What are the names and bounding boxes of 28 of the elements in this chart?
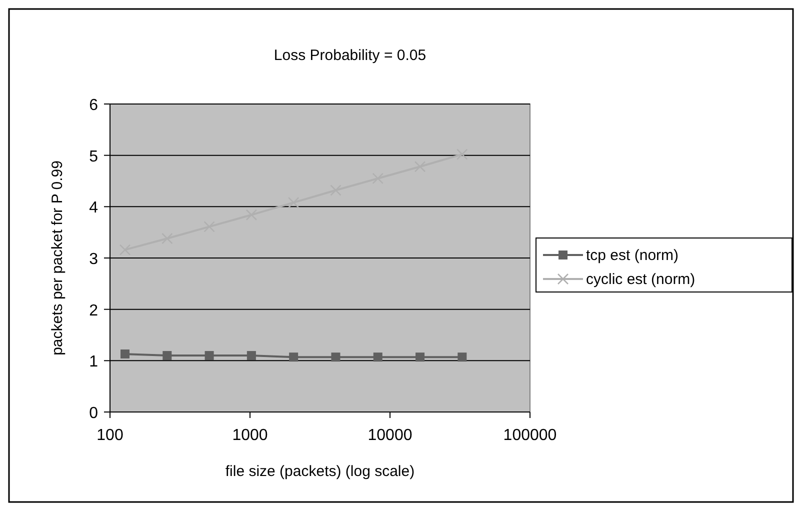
point: [288, 196, 300, 208]
point: [373, 352, 382, 362]
point: [162, 351, 172, 360]
point: [120, 349, 130, 358]
point: [246, 209, 258, 221]
point: [246, 351, 256, 360]
point: [331, 352, 340, 362]
y-tick-label: 1: [89, 354, 98, 371]
y-tick-label: 0: [89, 405, 98, 422]
y-tick-label: 5: [89, 148, 98, 166]
y-axis-title: packets per packet for P 0.99: [49, 160, 66, 356]
point: [204, 351, 214, 360]
x-tick-label: 100000: [503, 427, 557, 444]
y-tick-label: 2: [89, 302, 98, 320]
x-tick-label: 10000: [368, 427, 412, 444]
chart-title: Loss Probability = 0.05: [274, 47, 426, 64]
legend-label: tcp est (norm): [586, 247, 679, 264]
y-tick-label: 3: [89, 251, 98, 268]
y-tick-label: 4: [89, 200, 98, 217]
x-tick-label: 100: [96, 427, 124, 444]
y-tick-label: 6: [89, 97, 98, 114]
point: [458, 352, 467, 362]
x-tick-label: 1000: [232, 427, 268, 444]
legend-label: cyclic est (norm): [586, 271, 696, 288]
point: [416, 352, 425, 362]
x-axis-title: file size (packets) (log scale): [225, 463, 415, 480]
point: [456, 148, 468, 160]
point: [289, 352, 298, 362]
